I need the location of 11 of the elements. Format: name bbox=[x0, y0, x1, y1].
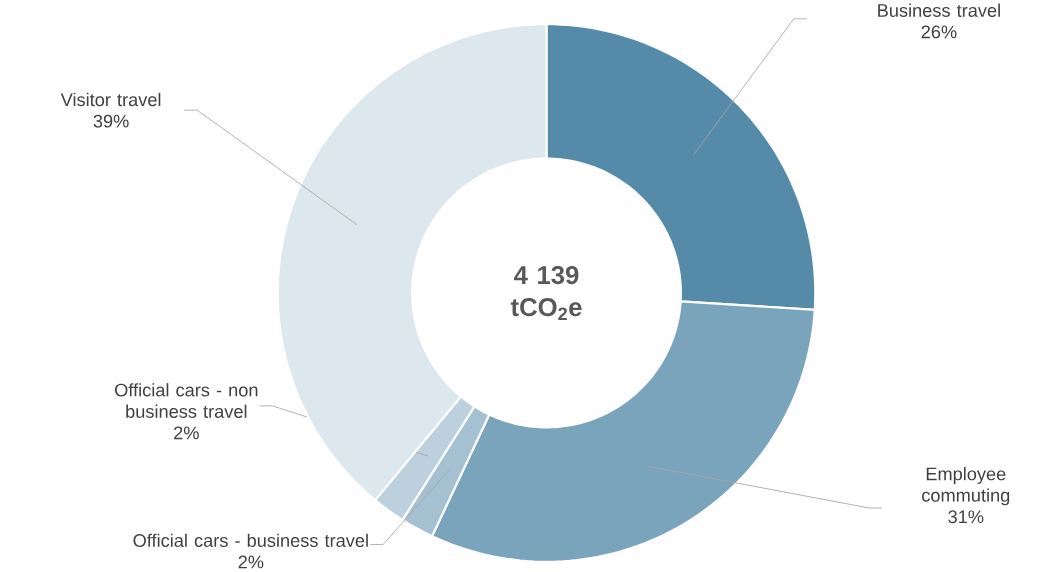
slice-label: Business travel bbox=[878, 3, 1000, 17]
text: 4 139 tCO$_{2}$e bbox=[510, 265, 582, 321]
slice-label: Official cars - non business travel bbox=[115, 383, 258, 418]
slice-label: Official cars - business travel bbox=[133, 533, 368, 548]
data-label: 2% bbox=[238, 555, 264, 569]
slice-label: Visitor travel bbox=[60, 92, 161, 107]
data-label: 31% bbox=[948, 510, 984, 524]
slice-label: Employee commuting bbox=[922, 467, 1010, 506]
data-label: 39% bbox=[93, 114, 129, 128]
data-label: 2% bbox=[174, 426, 199, 440]
data-label: 26% bbox=[921, 25, 957, 39]
